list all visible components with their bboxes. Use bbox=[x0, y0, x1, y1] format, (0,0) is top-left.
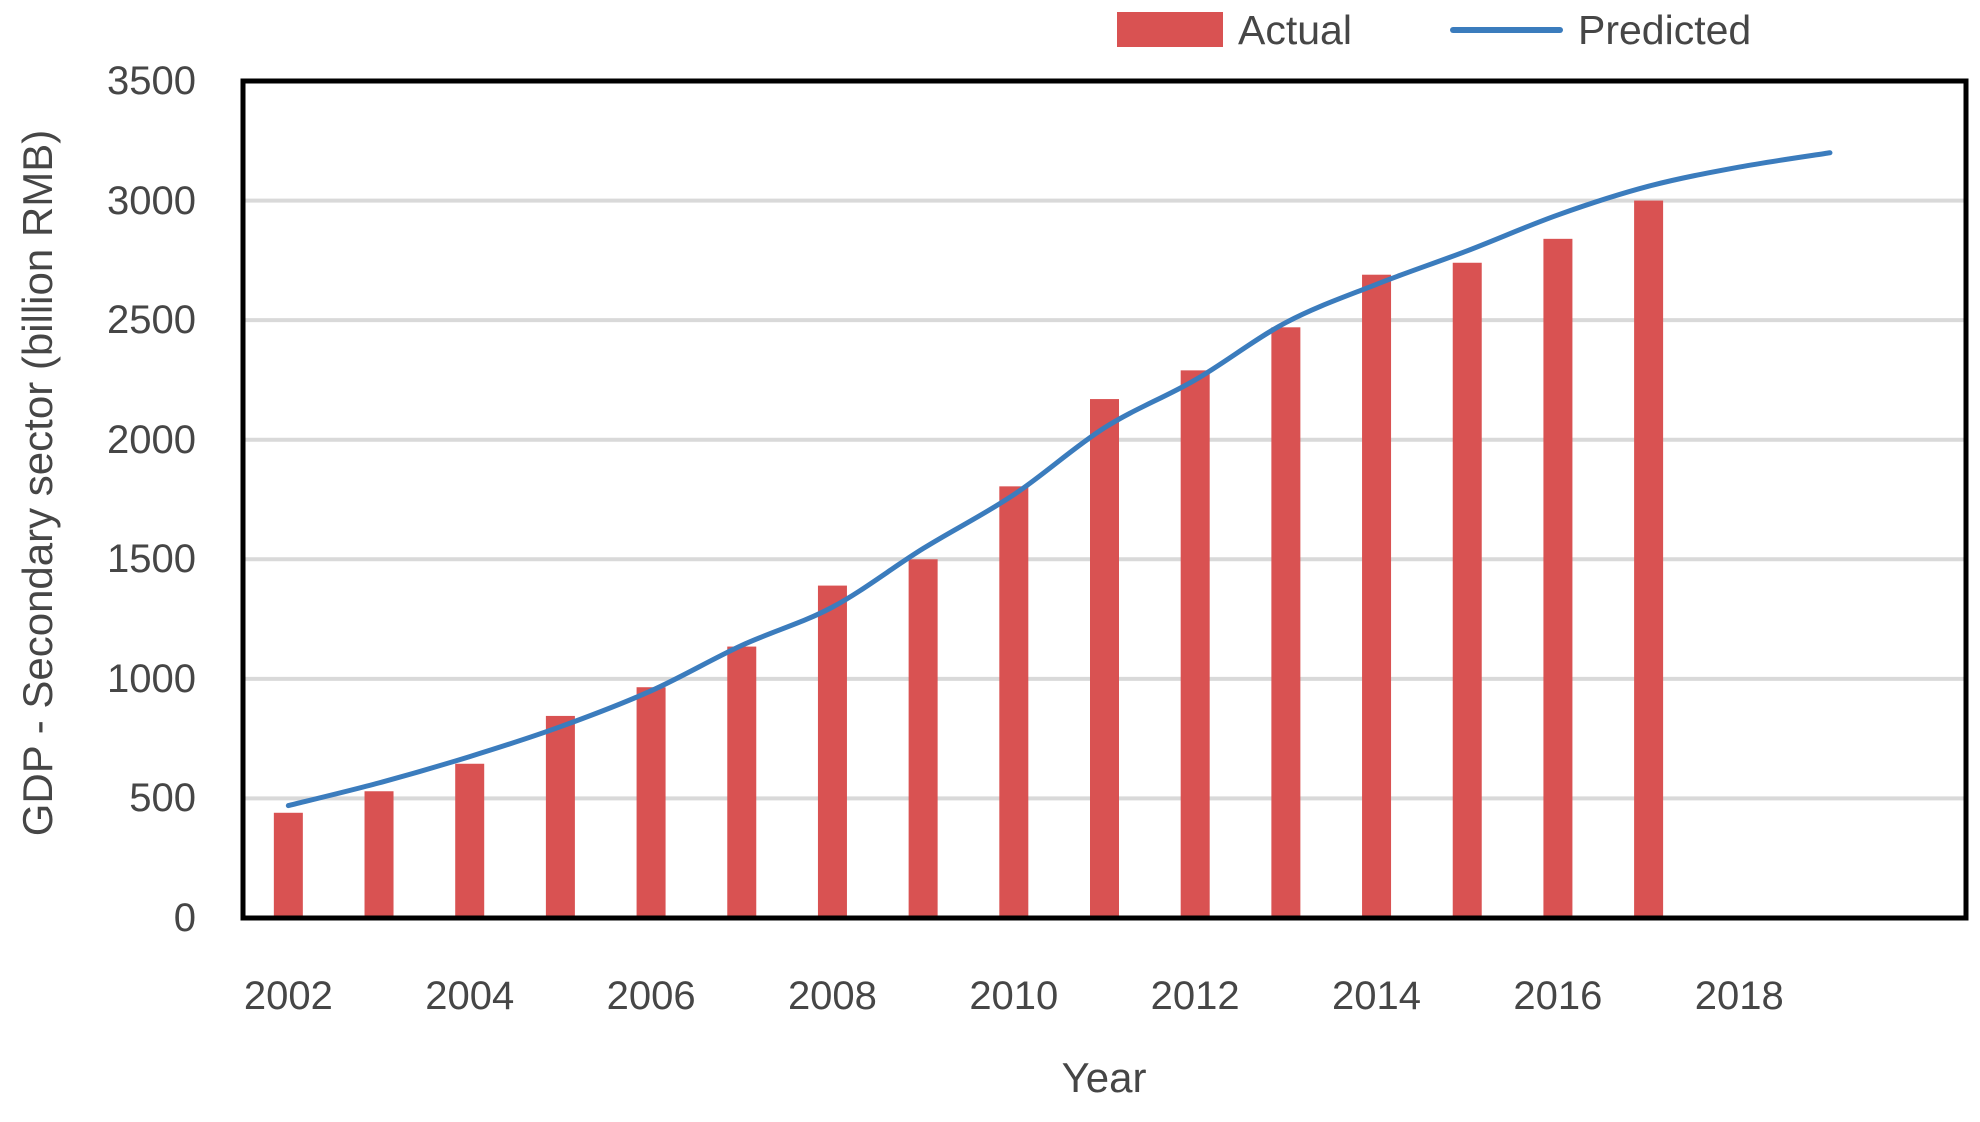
actual-bar-2017 bbox=[1634, 200, 1664, 919]
actual-bar-2014 bbox=[1362, 274, 1392, 919]
actual-bar-2016 bbox=[1543, 238, 1573, 918]
x-tick-label: 2010 bbox=[969, 974, 1059, 1018]
actual-bar-2006 bbox=[636, 687, 666, 918]
actual-bar-2005 bbox=[545, 715, 575, 918]
y-tick-label: 0 bbox=[173, 896, 196, 940]
x-tick-label: 2004 bbox=[425, 974, 515, 1018]
actual-bar-2013 bbox=[1271, 327, 1301, 918]
actual-bar-2003 bbox=[364, 791, 394, 918]
x-tick-label: 2014 bbox=[1332, 974, 1422, 1018]
x-tick-label: 2012 bbox=[1150, 974, 1240, 1018]
y-tick-label: 500 bbox=[129, 776, 196, 821]
x-tick-label: 2016 bbox=[1513, 974, 1603, 1018]
actual-bar-2010 bbox=[999, 486, 1029, 918]
actual-bar-2012 bbox=[1180, 370, 1210, 918]
y-tick-label: 3000 bbox=[107, 178, 196, 223]
plot-frame bbox=[240, 78, 1969, 921]
actual-bar-2011 bbox=[1090, 399, 1119, 918]
y-tick-label: 2500 bbox=[107, 298, 196, 343]
actual-bar-2015 bbox=[1452, 262, 1482, 919]
actual-bar-2004 bbox=[455, 763, 485, 918]
y-tick-label: 2000 bbox=[107, 417, 196, 462]
x-tick-label: 2006 bbox=[606, 974, 696, 1018]
actual-bar-2007 bbox=[727, 646, 757, 918]
actual-bar-2008 bbox=[817, 585, 847, 918]
actual-bar-2002 bbox=[273, 812, 303, 918]
x-axis-title: Year bbox=[1061, 1054, 1147, 1101]
predicted-line bbox=[285, 150, 1833, 809]
x-tick-label: 2018 bbox=[1694, 974, 1784, 1018]
x-tick-label: 2002 bbox=[243, 974, 333, 1018]
legend-predicted-swatch bbox=[1450, 27, 1563, 33]
y-tick-label: 3500 bbox=[107, 59, 196, 103]
y-tick-label: 1500 bbox=[107, 537, 196, 582]
legend-predicted-label: Predicted bbox=[1578, 7, 1752, 53]
legend-actual-label: Actual bbox=[1238, 7, 1352, 53]
y-tick-label: 1000 bbox=[107, 656, 196, 701]
actual-bar-2009 bbox=[908, 559, 938, 918]
x-tick-label: 2008 bbox=[787, 974, 877, 1018]
legend-actual-swatch bbox=[1117, 12, 1223, 47]
